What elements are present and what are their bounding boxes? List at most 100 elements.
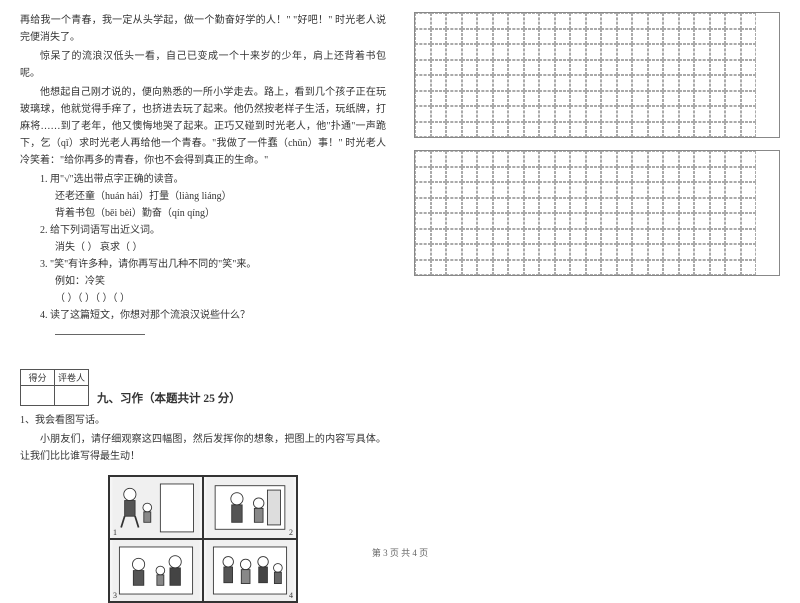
grid-cell — [694, 75, 710, 91]
q2-stem: 2. 给下列词语写出近义词。 — [40, 222, 386, 239]
grid-cell — [725, 29, 741, 45]
grid-cell — [632, 13, 648, 29]
grid-cell — [431, 167, 447, 183]
grid-cell — [617, 29, 633, 45]
grid-cell — [493, 91, 509, 107]
grid-cell — [679, 122, 695, 138]
grid-cell — [601, 13, 617, 29]
grid-cell — [477, 198, 493, 214]
grid-cell — [586, 244, 602, 260]
grid-cell — [431, 60, 447, 76]
grid-cell — [601, 244, 617, 260]
grid-row — [415, 198, 779, 214]
grid-cell — [477, 229, 493, 245]
grid-cell — [710, 198, 726, 214]
grid-cell — [493, 60, 509, 76]
sec9-line1: 1、我会看图写话。 — [20, 412, 386, 429]
grid-cell — [648, 75, 664, 91]
grid-cell — [648, 182, 664, 198]
grid-cell — [555, 167, 571, 183]
grid-cell — [555, 244, 571, 260]
grid-cell — [508, 60, 524, 76]
grid-cell — [555, 91, 571, 107]
grid-cell — [539, 13, 555, 29]
grid-cell — [586, 75, 602, 91]
grid-cell — [555, 106, 571, 122]
grid-cell — [741, 182, 757, 198]
grid-cell — [710, 106, 726, 122]
grid-cell — [694, 213, 710, 229]
grid-cell — [586, 260, 602, 276]
grid-cell — [617, 182, 633, 198]
grid-cell — [586, 122, 602, 138]
grid-cell — [570, 44, 586, 60]
grid-cell — [431, 29, 447, 45]
grid-cell — [446, 13, 462, 29]
grid-cell — [539, 29, 555, 45]
grid-cell — [477, 151, 493, 167]
grid-row — [415, 13, 779, 29]
grid-cell — [694, 60, 710, 76]
grid-cell — [493, 151, 509, 167]
grid-cell — [710, 122, 726, 138]
grid-cell — [415, 44, 431, 60]
grid-cell — [632, 198, 648, 214]
grid-cell — [570, 260, 586, 276]
grid-cell — [508, 13, 524, 29]
grid-cell — [601, 75, 617, 91]
grid-row — [415, 75, 779, 91]
grid-cell — [524, 91, 540, 107]
grid-cell — [710, 229, 726, 245]
grid-cell — [741, 151, 757, 167]
grid-cell — [415, 60, 431, 76]
grid-cell — [446, 182, 462, 198]
grid-cell — [555, 122, 571, 138]
grid-cell — [539, 91, 555, 107]
grid-cell — [570, 122, 586, 138]
grid-cell — [570, 106, 586, 122]
grid-cell — [477, 106, 493, 122]
grid-cell — [462, 167, 478, 183]
grid-cell — [431, 260, 447, 276]
grid-cell — [632, 75, 648, 91]
grid-cell — [648, 213, 664, 229]
grid-cell — [539, 229, 555, 245]
grid-cell — [446, 151, 462, 167]
grid-cell — [462, 13, 478, 29]
grid-cell — [415, 75, 431, 91]
q3-a: 例如：冷笑 — [55, 273, 386, 290]
grid-cell — [741, 122, 757, 138]
grid-cell — [632, 213, 648, 229]
grid-cell — [725, 198, 741, 214]
grid-cell — [477, 182, 493, 198]
grid-cell — [415, 244, 431, 260]
comic-panel-2: 2 — [203, 476, 297, 539]
grid-cell — [431, 122, 447, 138]
grid-cell — [493, 29, 509, 45]
grid-cell — [586, 106, 602, 122]
grid-cell — [431, 213, 447, 229]
grid-cell — [710, 260, 726, 276]
grid-cell — [462, 75, 478, 91]
grid-cell — [570, 213, 586, 229]
grid-cell — [632, 260, 648, 276]
grid-cell — [710, 151, 726, 167]
grid-cell — [446, 44, 462, 60]
grid-cell — [663, 106, 679, 122]
grid-cell — [632, 182, 648, 198]
grid-cell — [586, 29, 602, 45]
grid-cell — [555, 229, 571, 245]
grid-cell — [493, 106, 509, 122]
q2-a: 消失（ ） 哀求（ ） — [55, 239, 386, 256]
grid-cell — [648, 91, 664, 107]
grid-cell — [539, 167, 555, 183]
grid-cell — [648, 106, 664, 122]
grid-cell — [632, 29, 648, 45]
grid-cell — [555, 60, 571, 76]
grid-row — [415, 229, 779, 245]
grid-cell — [493, 198, 509, 214]
grid-cell — [648, 122, 664, 138]
grid-cell — [632, 106, 648, 122]
grid-cell — [663, 229, 679, 245]
grid-cell — [477, 91, 493, 107]
